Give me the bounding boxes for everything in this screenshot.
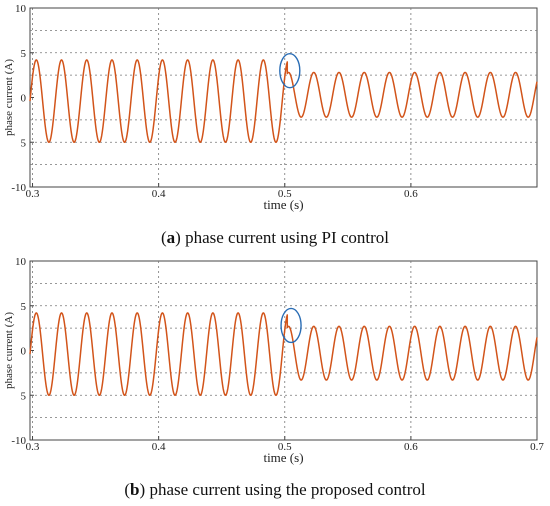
phase-current-line bbox=[29, 59, 538, 143]
y-tick-label: 0 bbox=[21, 346, 27, 358]
x-tick-label: 0.6 bbox=[404, 441, 418, 453]
plot-frame bbox=[29, 7, 538, 188]
caption-b-label: b bbox=[130, 480, 140, 499]
caption-a: (a) phase current using PI control bbox=[160, 228, 390, 247]
caption-b-text: phase current using the proposed control bbox=[149, 480, 426, 499]
x-axis-label: time (s) bbox=[263, 450, 303, 465]
y-tick-label: 5 bbox=[21, 301, 27, 313]
y-tick-label: 5 bbox=[21, 48, 27, 60]
plot-frame bbox=[29, 260, 538, 441]
y-tick-label: 5 bbox=[21, 137, 27, 149]
panel-b: 0.3 0.4 0.5 0.6 0.7 10 5 0 5 -10 time (s) phase cur… bbox=[0, 253, 550, 506]
caption-a-label: a bbox=[166, 228, 176, 247]
x-tick-label: 0.4 bbox=[152, 188, 166, 200]
chart-a-svg: 0.3 0.4 0.5 0.6 10 5 0 5 -10 time (s) phase curren… bbox=[3, 3, 538, 212]
x-tick-label: 0.3 bbox=[26, 441, 40, 453]
x-tick-label: 0.3 bbox=[26, 188, 40, 200]
y-tick-label: -10 bbox=[11, 435, 26, 447]
y-axis-label: phase current (A) bbox=[3, 312, 15, 389]
x-tick-label: 0.7 bbox=[530, 441, 544, 453]
y-tick-label: 10 bbox=[15, 3, 27, 15]
transient-highlight-ellipse bbox=[279, 52, 301, 89]
x-axis-label: time (s) bbox=[263, 197, 303, 212]
y-tick-label: 0 bbox=[21, 93, 27, 105]
x-tick-label: 0.6 bbox=[404, 188, 418, 200]
caption-b: (b) phase current using the proposed con… bbox=[124, 480, 426, 499]
x-tick-label: 0.5 bbox=[278, 188, 292, 200]
x-tick-label: 0.4 bbox=[152, 441, 166, 453]
phase-current-line bbox=[29, 312, 538, 396]
y-tick-label: -10 bbox=[11, 182, 26, 194]
y-axis-label: phase current (A) bbox=[3, 59, 15, 136]
caption-a-text: phase current using PI control bbox=[185, 228, 390, 247]
panel-a: 0.3 0.4 0.5 0.6 10 5 0 5 -10 time (s) phase curren… bbox=[3, 3, 538, 247]
y-tick-label: 10 bbox=[15, 256, 27, 268]
y-tick-label: 5 bbox=[21, 390, 27, 402]
transient-highlight-ellipse bbox=[280, 307, 302, 344]
chart-b-svg: 0.3 0.4 0.5 0.6 0.7 10 5 0 5 -10 time (s) phase cur… bbox=[3, 256, 544, 465]
x-tick-label: 0.5 bbox=[278, 441, 292, 453]
